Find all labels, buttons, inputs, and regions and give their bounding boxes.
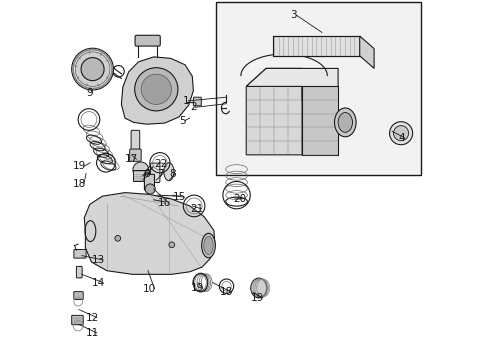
Ellipse shape <box>203 237 213 255</box>
Text: 19: 19 <box>72 161 85 171</box>
Text: 3: 3 <box>290 10 297 20</box>
Text: 22: 22 <box>153 159 167 169</box>
Text: 13: 13 <box>91 255 104 265</box>
Text: 4: 4 <box>398 132 405 143</box>
Text: 6: 6 <box>143 168 150 179</box>
Text: 5: 5 <box>179 116 185 126</box>
Text: 17: 17 <box>125 154 138 164</box>
FancyBboxPatch shape <box>74 292 83 300</box>
Circle shape <box>75 52 110 86</box>
FancyBboxPatch shape <box>135 35 160 46</box>
Ellipse shape <box>201 233 215 258</box>
Text: 14: 14 <box>91 278 104 288</box>
Polygon shape <box>302 86 337 155</box>
Bar <box>133 170 148 181</box>
Circle shape <box>134 68 178 111</box>
Circle shape <box>141 74 171 104</box>
Text: 16: 16 <box>157 198 170 208</box>
Text: 18: 18 <box>72 179 85 189</box>
FancyBboxPatch shape <box>193 97 201 106</box>
Ellipse shape <box>334 108 355 137</box>
Circle shape <box>145 184 155 194</box>
FancyBboxPatch shape <box>129 149 141 161</box>
Polygon shape <box>78 52 110 86</box>
Polygon shape <box>359 36 373 68</box>
Text: 12: 12 <box>85 312 99 323</box>
Text: 10: 10 <box>142 284 156 294</box>
Text: 9: 9 <box>87 88 93 98</box>
FancyBboxPatch shape <box>76 266 82 278</box>
FancyBboxPatch shape <box>72 315 83 325</box>
Text: 19: 19 <box>191 283 204 293</box>
Text: 15: 15 <box>173 192 186 202</box>
Polygon shape <box>246 68 337 101</box>
Polygon shape <box>273 36 359 56</box>
Ellipse shape <box>250 278 266 298</box>
Text: 21: 21 <box>189 204 203 214</box>
FancyBboxPatch shape <box>150 163 160 183</box>
Text: 20: 20 <box>232 194 245 204</box>
Polygon shape <box>84 193 215 274</box>
Circle shape <box>115 235 121 241</box>
Circle shape <box>133 162 148 178</box>
Ellipse shape <box>163 163 174 181</box>
Circle shape <box>389 122 412 145</box>
Text: 19: 19 <box>250 293 264 303</box>
Bar <box>215 2 420 175</box>
Circle shape <box>168 242 174 248</box>
Circle shape <box>81 58 104 81</box>
Polygon shape <box>121 57 193 124</box>
FancyBboxPatch shape <box>131 130 140 152</box>
FancyBboxPatch shape <box>144 174 154 190</box>
Polygon shape <box>246 68 302 155</box>
FancyBboxPatch shape <box>74 249 86 258</box>
Ellipse shape <box>337 112 352 132</box>
Text: 7: 7 <box>157 168 163 179</box>
Text: 1: 1 <box>182 96 189 106</box>
Text: 18: 18 <box>220 287 233 297</box>
Circle shape <box>393 126 408 141</box>
Text: 2: 2 <box>189 102 196 112</box>
Circle shape <box>72 48 113 90</box>
Text: 8: 8 <box>169 168 176 179</box>
Text: 11: 11 <box>85 328 99 338</box>
